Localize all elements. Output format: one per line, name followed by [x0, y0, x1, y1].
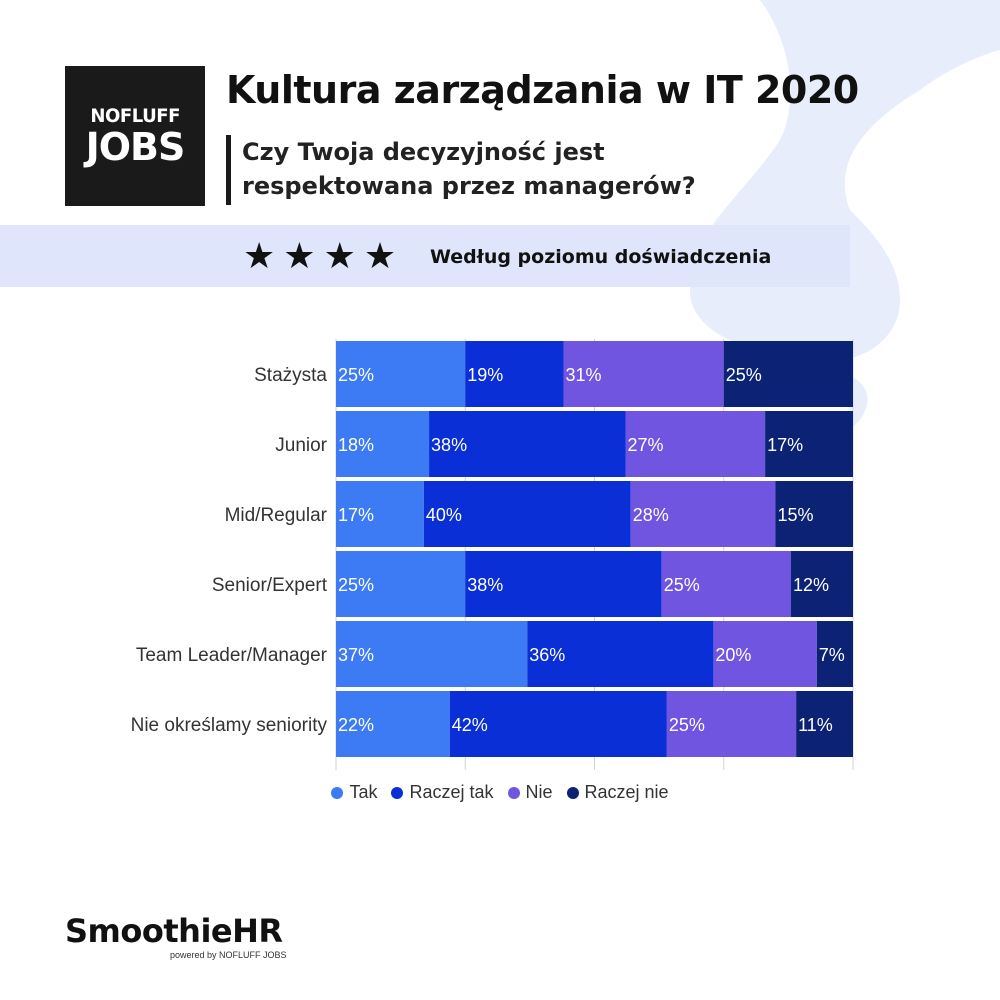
bar-segment: [336, 411, 430, 477]
data-label: 27%: [628, 435, 664, 455]
stacked-bar-chart: Stażysta 25% 19% 31% 25% Junior 18% 38% 27% 17% Mi…: [131, 339, 854, 770]
data-label: 19%: [467, 365, 503, 385]
page-title: Kultura zarządzania w IT 2020: [226, 68, 859, 112]
data-label: 38%: [431, 435, 467, 455]
data-label: 20%: [715, 645, 751, 665]
bar-segment: [336, 481, 424, 547]
star-icon: ★: [363, 235, 397, 276]
bar-segment: [465, 341, 564, 407]
bar-segment: [527, 621, 714, 687]
data-label: 28%: [633, 505, 669, 525]
legend-item: Raczej tak: [391, 782, 494, 803]
legend-dot-icon: [331, 786, 344, 799]
bar-segment: [336, 621, 528, 687]
data-label: 25%: [338, 365, 374, 385]
category-label: Nie określamy seniority: [131, 715, 328, 736]
data-label: 38%: [467, 575, 503, 595]
subtitle-line-2: respektowana przez managerów?: [242, 172, 696, 200]
data-label: 25%: [669, 715, 705, 735]
bar-segment: [336, 691, 450, 757]
category-label: Mid/Regular: [225, 505, 328, 526]
data-label: 7%: [819, 645, 845, 665]
bar-segment: [790, 551, 853, 617]
legend-label: Tak: [349, 782, 378, 802]
legend-label: Raczej tak: [409, 782, 494, 802]
logo-text-bottom: JOBS: [85, 124, 186, 169]
bar-segment: [625, 411, 766, 477]
legend-item: Raczej nie: [566, 782, 669, 803]
data-label: 11%: [798, 715, 833, 735]
bar-segment: [336, 341, 466, 407]
bar-segment: [723, 341, 853, 407]
data-label: 25%: [338, 575, 374, 595]
bar-segment: [449, 691, 667, 757]
legend-item: Nie: [507, 782, 553, 803]
bar-segment: [630, 481, 776, 547]
category-label: Stażysta: [254, 365, 327, 386]
bar-segment: [661, 551, 791, 617]
band-label: Według poziomu doświadczenia: [430, 246, 772, 268]
bar-segment: [713, 621, 817, 687]
data-label: 15%: [777, 505, 813, 525]
logo-text-top: NOFLUFF: [90, 104, 180, 127]
legend-label: Nie: [525, 782, 553, 802]
legend-label: Raczej nie: [584, 782, 669, 802]
data-label: 31%: [565, 365, 601, 385]
star-icon: ★: [283, 235, 316, 276]
bar-segment: [336, 551, 466, 617]
data-label: 40%: [426, 505, 462, 525]
data-label: 17%: [767, 435, 803, 455]
subtitle: Czy Twoja decyzyjność jest respektowana …: [242, 135, 696, 203]
subtitle-line-1: Czy Twoja decyzyjność jest: [242, 138, 605, 166]
bar-segment: [429, 411, 626, 477]
data-label: 12%: [793, 575, 829, 595]
legend-dot-icon: [507, 786, 520, 799]
filter-band: [0, 225, 850, 287]
data-label: 25%: [664, 575, 700, 595]
data-label: 25%: [726, 365, 762, 385]
data-label: 36%: [529, 645, 565, 665]
data-label: 37%: [338, 645, 374, 665]
star-rating: ★ ★ ★ ★: [243, 238, 396, 274]
nofluffjobs-logo: NOFLUFF JOBS: [65, 66, 205, 206]
bar-segment: [775, 481, 853, 547]
bar-segment: [563, 341, 724, 407]
bar-segment: [423, 481, 631, 547]
bar-segment: [465, 551, 662, 617]
powered-by-text: powered by NOFLUFF JOBS: [170, 950, 287, 960]
bar-segment: [666, 691, 797, 757]
star-icon: ★: [323, 235, 356, 276]
data-label: 18%: [338, 435, 374, 455]
bar-segment: [765, 411, 853, 477]
category-label: Team Leader/Manager: [136, 645, 328, 666]
data-label: 42%: [452, 715, 488, 735]
category-label: Senior/Expert: [212, 575, 328, 596]
category-label: Junior: [275, 435, 327, 456]
legend-dot-icon: [566, 786, 579, 799]
legend-item: Tak: [331, 782, 377, 803]
legend-dot-icon: [391, 786, 404, 799]
data-label: 17%: [338, 505, 374, 525]
bar-segment: [796, 691, 853, 757]
subtitle-accent-bar: [226, 135, 231, 205]
chart-legend: Tak Raczej tak Nie Raczej nie: [0, 782, 1000, 803]
smoothiehr-logo: SmoothieHR: [65, 912, 283, 950]
star-icon: ★: [243, 235, 276, 276]
bar-segment: [816, 621, 853, 687]
data-label: 22%: [338, 715, 374, 735]
